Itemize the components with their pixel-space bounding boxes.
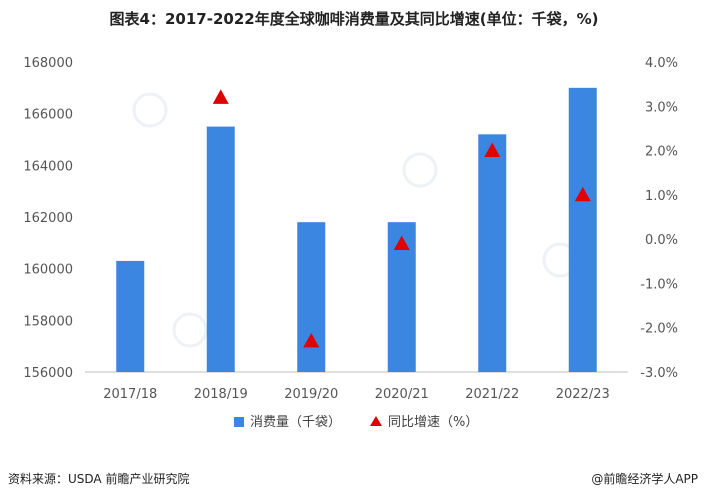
legend-label-growth: 同比增速（%） [388, 415, 478, 430]
watermark-logo-2 [172, 312, 208, 348]
y-right-tick-label: 1.0% [645, 189, 678, 204]
watermark-logo-1 [402, 152, 438, 188]
marker-growth [574, 186, 591, 202]
y-right-tick-label: -3.0% [640, 366, 678, 381]
marker-growth [484, 142, 501, 157]
y-right-tick-label: 3.0% [645, 100, 678, 115]
marker-growth [393, 235, 410, 250]
bar-consumption [478, 134, 507, 372]
x-category-label: 2018/19 [194, 387, 248, 402]
legend: 消费量（千袋） 同比增速（%） [234, 415, 478, 430]
chart-title: 图表4：2017-2022年度全球咖啡消费量及其同比增速(单位：千袋，%) [109, 10, 599, 28]
y-right-tick-label: 0.0% [645, 233, 678, 248]
x-category-label: 2019/20 [284, 387, 338, 402]
y-left-tick-label: 158000 [23, 314, 73, 329]
x-category-label: 2017/18 [103, 387, 157, 402]
watermark-logo-0 [132, 92, 168, 128]
x-category-label: 2022/23 [556, 387, 610, 402]
bars [116, 87, 597, 372]
marker-growth [212, 89, 229, 104]
y-left-tick-label: 162000 [23, 211, 73, 226]
y-right-tick-label: -1.0% [640, 277, 678, 292]
bar-consumption [297, 222, 326, 372]
y-right-tick-label: 2.0% [645, 145, 678, 160]
legend-label-consumption: 消费量（千袋） [250, 415, 341, 430]
x-category-label: 2020/21 [375, 387, 429, 402]
y-right-tick-label: -2.0% [640, 322, 678, 337]
watermark-layer [132, 92, 578, 348]
legend-swatch-bar [234, 417, 244, 427]
marker-growth [303, 333, 320, 348]
bar-consumption [206, 126, 235, 372]
y-left-tick-label: 168000 [23, 56, 73, 71]
bar-consumption [568, 87, 597, 372]
y-left-tick-label: 160000 [23, 263, 73, 278]
legend-swatch-marker [370, 416, 382, 426]
markers [212, 89, 591, 348]
y-left-tick-label: 164000 [23, 159, 73, 174]
brand-note: @前瞻经济学人APP [591, 472, 698, 486]
y-left-tick-label: 156000 [23, 366, 73, 381]
axes: 156000 158000 160000 162000 164000 166000 1680… [23, 56, 678, 402]
source-note: 资料来源：USDA 前瞻产业研究院 [8, 472, 190, 486]
x-category-label: 2021/22 [465, 387, 519, 402]
bar-consumption [116, 260, 145, 372]
y-right-tick-label: 4.0% [645, 56, 678, 71]
y-left-tick-label: 166000 [23, 108, 73, 123]
